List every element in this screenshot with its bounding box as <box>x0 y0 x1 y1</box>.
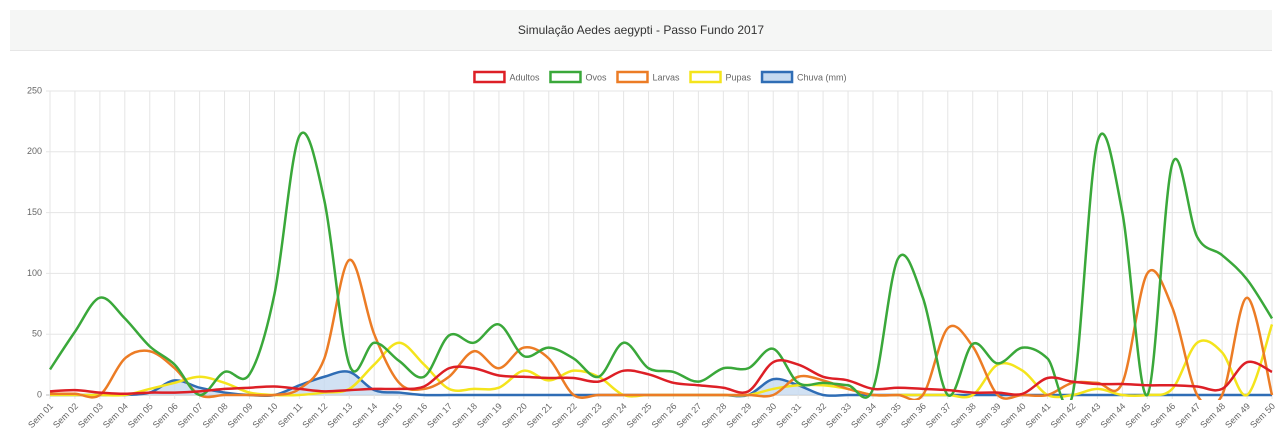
legend-label: Pupas <box>726 72 752 82</box>
x-tick-label: Sem 27 <box>674 401 703 430</box>
x-tick-label: Sem 22 <box>550 401 579 430</box>
x-tick-label: Sem 44 <box>1098 401 1127 430</box>
x-tick-label: Sem 43 <box>1074 401 1103 430</box>
x-tick-label: Sem 02 <box>51 401 80 430</box>
x-tick-label: Sem 06 <box>151 401 180 430</box>
x-tick-label: Sem 05 <box>126 401 155 430</box>
x-tick-label: Sem 29 <box>724 401 753 430</box>
x-tick-label: Sem 35 <box>874 401 903 430</box>
legend-label: Ovos <box>585 72 607 82</box>
x-tick-label: Sem 01 <box>26 401 55 430</box>
y-tick-label: 0 <box>37 389 42 399</box>
x-tick-label: Sem 28 <box>699 401 728 430</box>
x-tick-label: Sem 18 <box>450 401 479 430</box>
x-tick-label: Sem 48 <box>1198 401 1227 430</box>
x-tick-label: Sem 12 <box>300 401 329 430</box>
x-tick-label: Sem 38 <box>949 401 978 430</box>
x-tick-label: Sem 49 <box>1223 401 1252 430</box>
x-tick-label: Sem 41 <box>1024 401 1053 430</box>
legend-swatch <box>689 70 722 84</box>
series-line <box>49 359 1273 396</box>
x-tick-label: Sem 32 <box>799 401 828 430</box>
x-tick-label: Sem 07 <box>176 401 205 430</box>
x-tick-label: Sem 50 <box>1248 401 1277 430</box>
y-tick-label: 50 <box>32 329 42 339</box>
x-tick-label: Sem 10 <box>251 401 280 430</box>
x-tick-label: Sem 21 <box>525 401 554 430</box>
legend-swatch <box>473 70 506 84</box>
legend-swatch <box>549 70 582 84</box>
x-tick-label: Sem 25 <box>625 401 654 430</box>
x-tick-label: Sem 39 <box>974 401 1003 430</box>
x-tick-label: Sem 16 <box>400 401 429 430</box>
x-tick-label: Sem 47 <box>1173 401 1202 430</box>
x-tick-label: Sem 03 <box>76 401 105 430</box>
legend-label: Adultos <box>509 72 540 82</box>
x-tick-label: Sem 14 <box>350 401 379 430</box>
legend-label: Chuva (mm) <box>797 72 847 82</box>
legend-swatch <box>760 70 794 84</box>
y-tick-label: 150 <box>27 207 42 217</box>
x-tick-label: Sem 19 <box>475 401 504 430</box>
plot <box>48 131 1274 400</box>
x-tick-label: Sem 04 <box>101 401 130 430</box>
x-tick-label: Sem 33 <box>824 401 853 430</box>
x-tick-label: Sem 17 <box>425 401 454 430</box>
x-tick-label: Sem 30 <box>749 401 778 430</box>
x-tick-label: Sem 15 <box>375 401 404 430</box>
legend-label: Larvas <box>652 72 680 82</box>
x-tick-label: Sem 13 <box>325 401 354 430</box>
x-tick-label: Sem 40 <box>999 401 1028 430</box>
x-tick-label: Sem 09 <box>226 401 255 430</box>
chart-title: Simulação Aedes aegypti - Passo Fundo 20… <box>10 10 1272 51</box>
x-tick-label: Sem 36 <box>899 401 928 430</box>
x-tick-label: Sem 24 <box>600 401 629 430</box>
x-tick-label: Sem 11 <box>276 401 305 430</box>
y-tick-label: 250 <box>27 85 42 95</box>
series-line <box>49 324 1274 399</box>
x-tick-label: Sem 23 <box>575 401 604 430</box>
x-tick-label: Sem 20 <box>500 401 529 430</box>
x-tick-label: Sem 37 <box>924 401 953 430</box>
x-tick-label: Sem 45 <box>1123 401 1152 430</box>
x-tick-label: Sem 42 <box>1049 401 1078 430</box>
x-tick-label: Sem 08 <box>201 401 230 430</box>
y-tick-label: 200 <box>27 146 42 156</box>
y-tick-label: 100 <box>27 268 42 278</box>
series-line <box>48 131 1274 400</box>
legend-swatch <box>616 70 649 84</box>
x-tick-label: Sem 26 <box>650 401 679 430</box>
x-tick-label: Sem 31 <box>774 401 803 430</box>
x-tick-label: Sem 34 <box>849 401 878 430</box>
x-tick-label: Sem 46 <box>1148 401 1177 430</box>
